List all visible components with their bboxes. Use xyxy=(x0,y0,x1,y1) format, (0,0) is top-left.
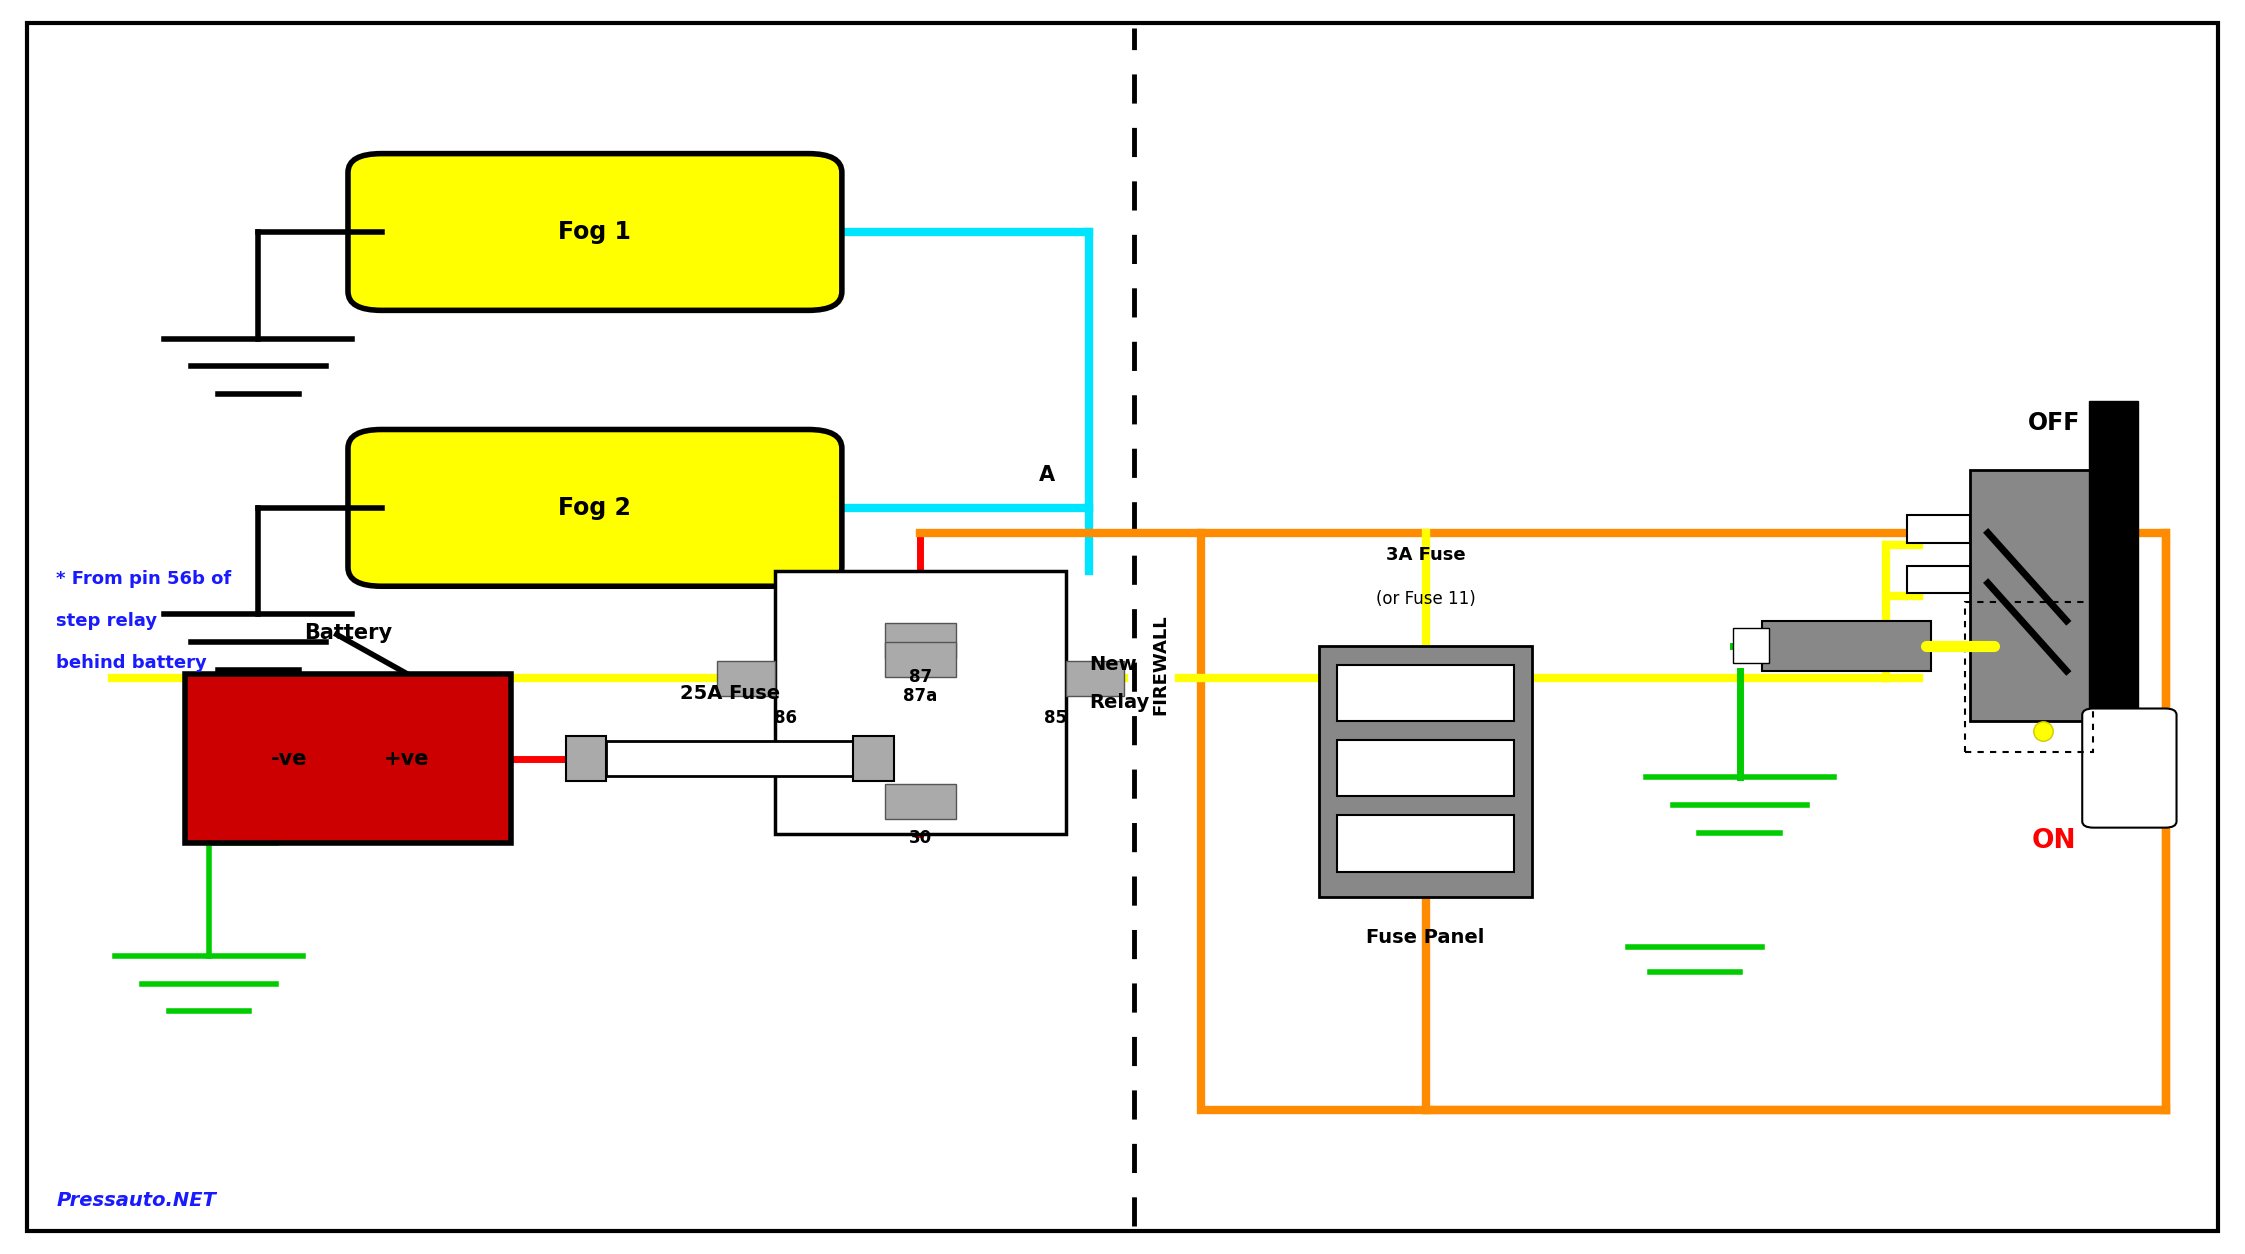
FancyBboxPatch shape xyxy=(348,429,842,587)
Text: 85: 85 xyxy=(1044,709,1066,726)
Text: 25A Fuse: 25A Fuse xyxy=(680,685,779,703)
FancyBboxPatch shape xyxy=(1908,566,1971,593)
Text: 3A Fuse: 3A Fuse xyxy=(1385,547,1466,564)
Text: 87: 87 xyxy=(909,668,932,686)
Text: 87a: 87a xyxy=(902,687,938,705)
Text: * From pin 56b of: * From pin 56b of xyxy=(56,571,231,588)
Text: 86: 86 xyxy=(775,709,797,726)
Text: Relay: Relay xyxy=(1089,692,1149,712)
FancyBboxPatch shape xyxy=(716,661,775,696)
FancyBboxPatch shape xyxy=(27,23,2218,1231)
FancyBboxPatch shape xyxy=(2088,401,2139,790)
FancyBboxPatch shape xyxy=(606,741,853,776)
Text: -ve: -ve xyxy=(272,749,308,769)
FancyBboxPatch shape xyxy=(853,736,894,781)
FancyBboxPatch shape xyxy=(1320,646,1533,897)
Text: behind battery: behind battery xyxy=(56,655,207,672)
Text: FIREWALL: FIREWALL xyxy=(1152,614,1170,715)
FancyBboxPatch shape xyxy=(2083,709,2178,828)
FancyBboxPatch shape xyxy=(1971,470,2095,721)
Text: OFF: OFF xyxy=(2027,411,2081,435)
FancyBboxPatch shape xyxy=(1338,740,1515,796)
FancyBboxPatch shape xyxy=(1733,628,1769,663)
FancyBboxPatch shape xyxy=(184,675,510,843)
FancyBboxPatch shape xyxy=(885,623,956,658)
Text: ON: ON xyxy=(2032,828,2077,854)
FancyBboxPatch shape xyxy=(775,571,1066,834)
Text: (or Fuse 11): (or Fuse 11) xyxy=(1376,591,1475,608)
FancyBboxPatch shape xyxy=(885,784,956,819)
FancyBboxPatch shape xyxy=(885,642,956,677)
FancyBboxPatch shape xyxy=(348,154,842,311)
Text: Fog 2: Fog 2 xyxy=(559,495,631,520)
FancyBboxPatch shape xyxy=(1066,661,1125,696)
Text: A: A xyxy=(1039,465,1055,485)
Text: Pressauto.NET: Pressauto.NET xyxy=(56,1191,216,1210)
Text: 30: 30 xyxy=(909,829,932,846)
FancyBboxPatch shape xyxy=(1908,515,1971,543)
Text: step relay: step relay xyxy=(56,612,157,630)
Text: +ve: +ve xyxy=(384,749,429,769)
Text: Fuse Panel: Fuse Panel xyxy=(1367,928,1484,947)
FancyBboxPatch shape xyxy=(566,736,606,781)
Text: New: New xyxy=(1089,655,1136,675)
Text: Fog 1: Fog 1 xyxy=(559,219,631,245)
FancyBboxPatch shape xyxy=(1338,665,1515,721)
FancyBboxPatch shape xyxy=(1762,621,1931,671)
FancyBboxPatch shape xyxy=(1338,815,1515,872)
Text: Battery: Battery xyxy=(303,623,393,642)
